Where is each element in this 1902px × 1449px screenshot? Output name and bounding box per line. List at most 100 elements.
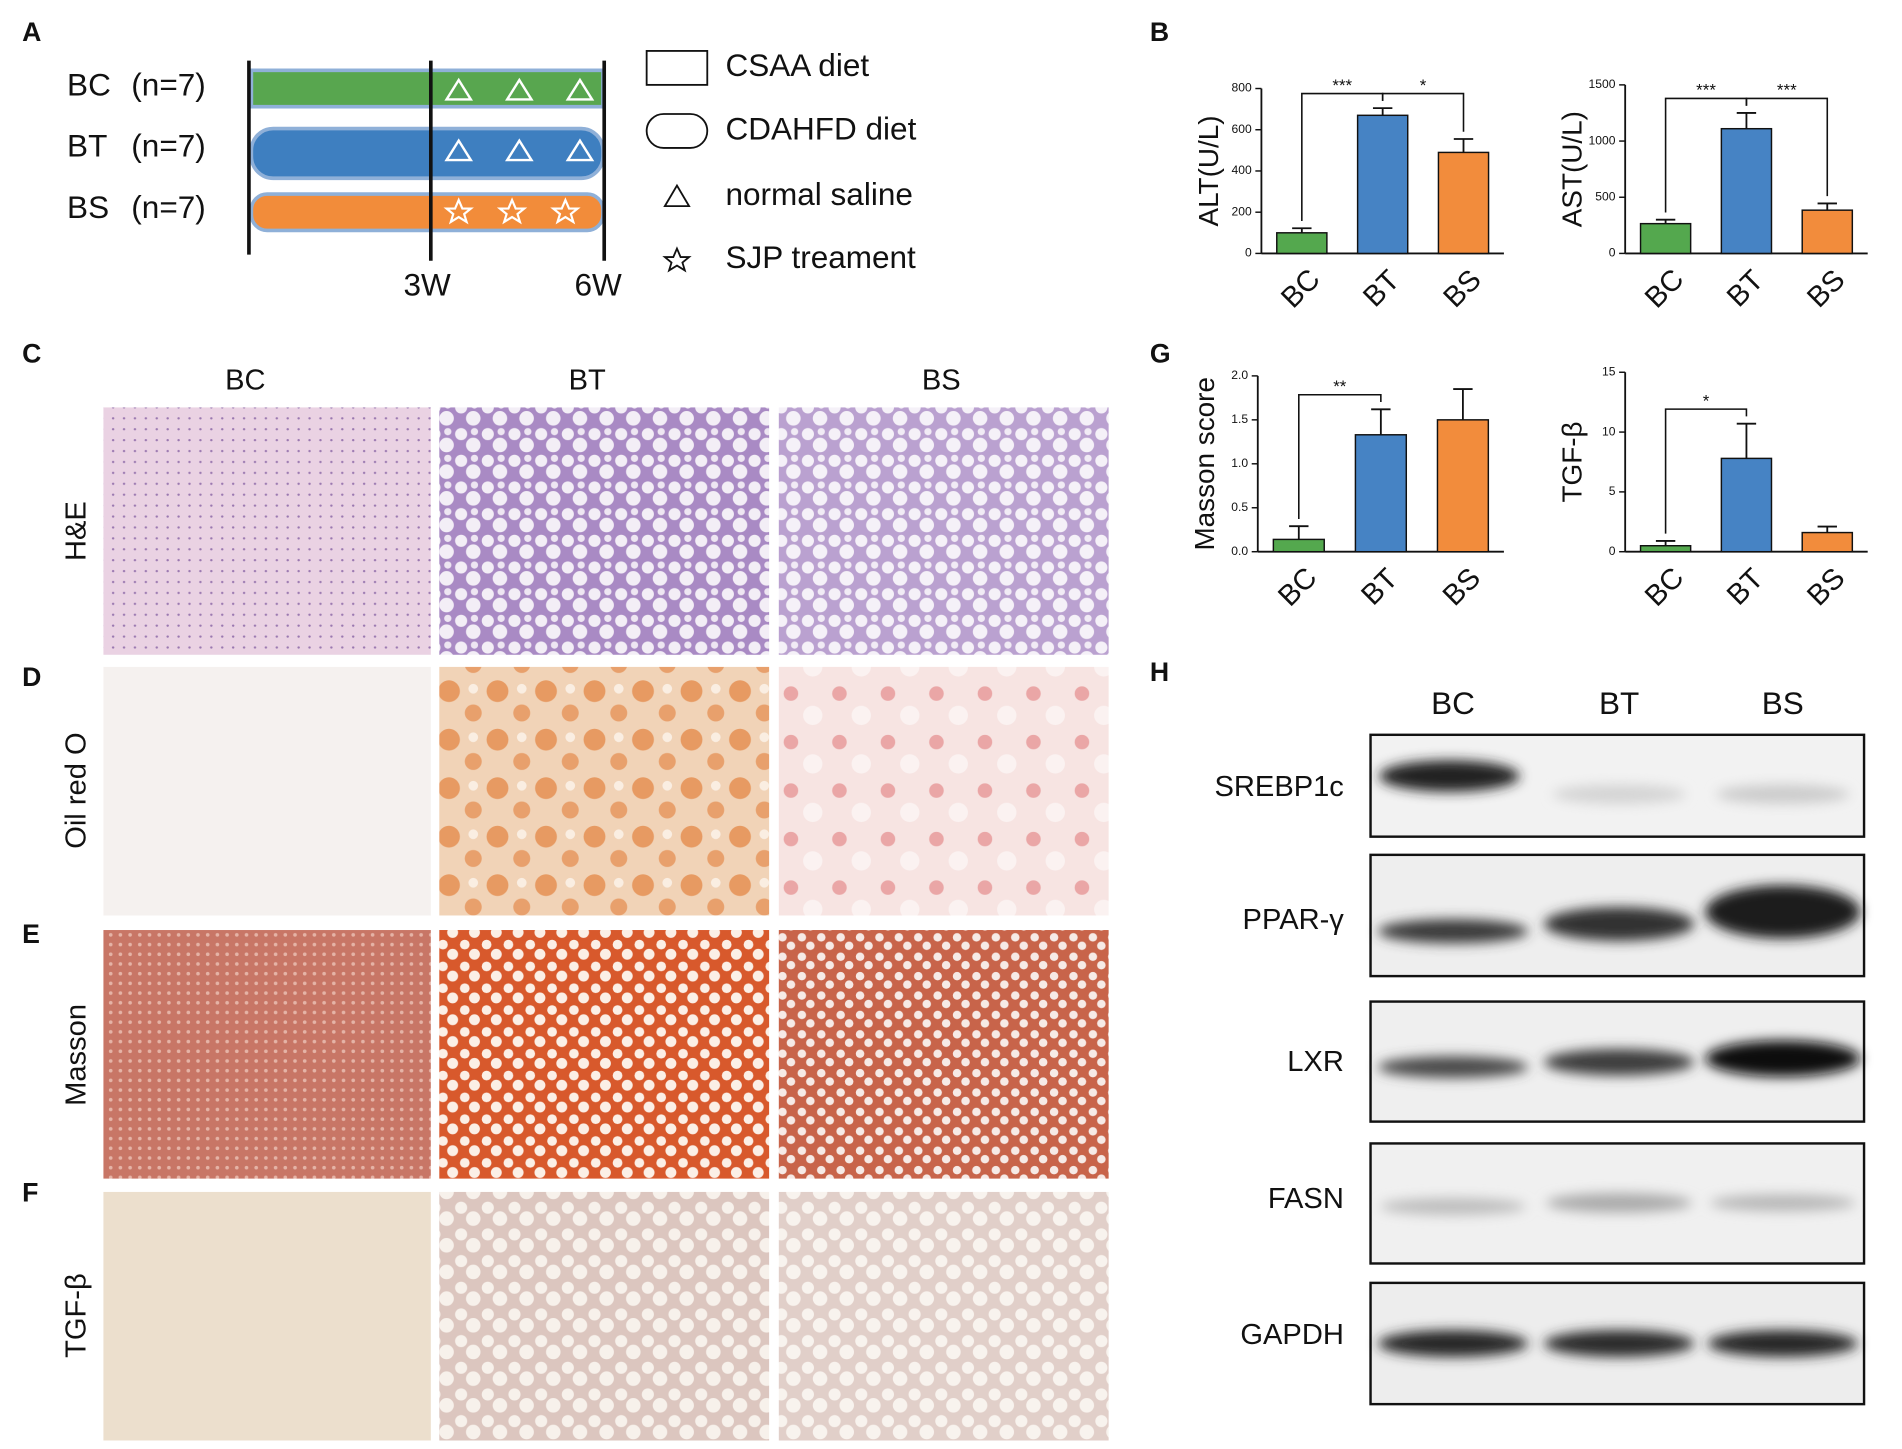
x-tick-label: BC	[1272, 562, 1323, 613]
micrograph	[778, 666, 1109, 916]
x-tick-label: BS	[1801, 264, 1851, 314]
sjp-markers	[443, 197, 579, 225]
y-tick-label: 0.5	[1231, 500, 1248, 514]
time-tick: 3W	[404, 267, 452, 303]
bar	[1436, 419, 1490, 553]
lane-label: BC	[1431, 685, 1475, 721]
histology: BC BT BS H&E Oil red O Masson TGF-β	[61, 365, 1109, 1441]
bar	[1354, 434, 1408, 553]
significance-label: ***	[1777, 81, 1797, 100]
micrograph	[778, 1191, 1109, 1441]
bar	[1720, 457, 1773, 553]
micrograph	[439, 407, 770, 655]
protein-label: SREBP1c	[1215, 771, 1344, 803]
legend-label: CDAHFD diet	[725, 110, 916, 146]
column-label: BS	[922, 365, 961, 397]
bar	[1801, 209, 1854, 255]
y-tick-label: 1.5	[1231, 412, 1248, 426]
legend-symbol	[663, 183, 691, 208]
protein-label: FASN	[1268, 1183, 1344, 1215]
significance-label: **	[1333, 377, 1347, 396]
group-n: (n=7)	[131, 67, 205, 103]
row-label: Masson	[61, 1004, 93, 1106]
significance-label: ***	[1696, 81, 1716, 100]
y-tick-label: 2.0	[1231, 368, 1248, 382]
protein-label: PPAR-γ	[1243, 904, 1345, 936]
significance-bracket	[1381, 92, 1465, 132]
group-n: (n=7)	[131, 127, 205, 163]
panel-label: G	[1150, 338, 1171, 368]
y-tick-label: 1500	[1589, 77, 1616, 91]
bar	[1801, 531, 1854, 553]
bar	[1639, 222, 1692, 255]
significance-label: ***	[1332, 76, 1352, 95]
significance-bracket	[1664, 408, 1748, 534]
bar	[1720, 127, 1773, 255]
bar	[1272, 538, 1325, 553]
micrograph	[778, 407, 1109, 655]
x-tick-label: BT	[1357, 264, 1406, 313]
panel-label: C	[22, 338, 41, 368]
micrograph	[439, 1191, 770, 1441]
lane-label: BS	[1762, 685, 1804, 721]
x-tick-label: BT	[1721, 264, 1770, 313]
y-tick-label: 1000	[1589, 133, 1616, 147]
legend-symbol	[645, 113, 709, 149]
timeline: BC (n=7) BT (n=7) BS (n=7) 3W 6W CSAA di…	[67, 47, 917, 302]
y-axis-label: Masson score	[1189, 377, 1220, 551]
column-label: BT	[569, 365, 606, 397]
y-axis-label: AST(U/L)	[1557, 111, 1588, 227]
row-label: TGF-β	[61, 1273, 93, 1358]
micrograph	[103, 407, 431, 655]
legend-label: normal saline	[725, 176, 912, 212]
significance-label: *	[1703, 391, 1710, 410]
western-blot: BC BT BS SREBP1c PPAR-γ LXR FASN GAPDH	[1215, 685, 1866, 1406]
significance-label: *	[1420, 76, 1427, 95]
panel-label: D	[22, 662, 41, 692]
group-name: BT	[67, 127, 107, 163]
x-tick-label: BS	[1438, 264, 1488, 314]
y-axis-label: TGF-β	[1557, 421, 1588, 502]
protein-label: LXR	[1287, 1046, 1344, 1078]
lane-label: BT	[1599, 685, 1639, 721]
bar	[1639, 545, 1692, 553]
significance-bracket	[1298, 393, 1382, 519]
legend-symbol	[645, 50, 709, 86]
y-tick-label: 0	[1609, 246, 1616, 260]
x-tick-label: BC	[1639, 562, 1690, 613]
protein-label: GAPDH	[1240, 1319, 1343, 1351]
y-tick-label: 15	[1602, 364, 1616, 378]
significance-bracket	[1745, 97, 1829, 197]
x-tick-label: BC	[1639, 263, 1690, 314]
micrograph	[103, 930, 431, 1179]
panel-label: F	[22, 1177, 38, 1207]
x-tick-label: BT	[1721, 563, 1770, 612]
row-label: Oil red O	[61, 732, 93, 848]
x-tick-label: BC	[1275, 263, 1326, 314]
x-tick-label: BT	[1355, 563, 1404, 612]
group-n: (n=7)	[131, 189, 205, 225]
time-tick: 6W	[575, 267, 623, 303]
y-tick-label: 600	[1231, 122, 1251, 136]
saline-markers	[444, 77, 595, 162]
micrograph	[778, 930, 1109, 1179]
row-label: H&E	[61, 501, 93, 561]
micrograph	[439, 666, 770, 916]
panel-label: E	[22, 919, 40, 949]
y-tick-label: 0	[1609, 544, 1616, 558]
panel-label: A	[22, 17, 41, 47]
panel-label: H	[1150, 657, 1169, 687]
y-axis-label: ALT(U/L)	[1193, 115, 1224, 226]
y-tick-label: 400	[1231, 163, 1251, 177]
y-tick-label: 5	[1609, 484, 1616, 498]
panel-label: B	[1150, 17, 1169, 47]
legend-label: CSAA diet	[725, 47, 869, 83]
bands	[1377, 760, 1861, 1357]
bar	[1276, 232, 1328, 255]
group-name: BS	[67, 189, 109, 225]
y-tick-label: 800	[1231, 81, 1251, 95]
bar	[1437, 151, 1490, 255]
y-tick-label: 1.0	[1231, 456, 1248, 470]
